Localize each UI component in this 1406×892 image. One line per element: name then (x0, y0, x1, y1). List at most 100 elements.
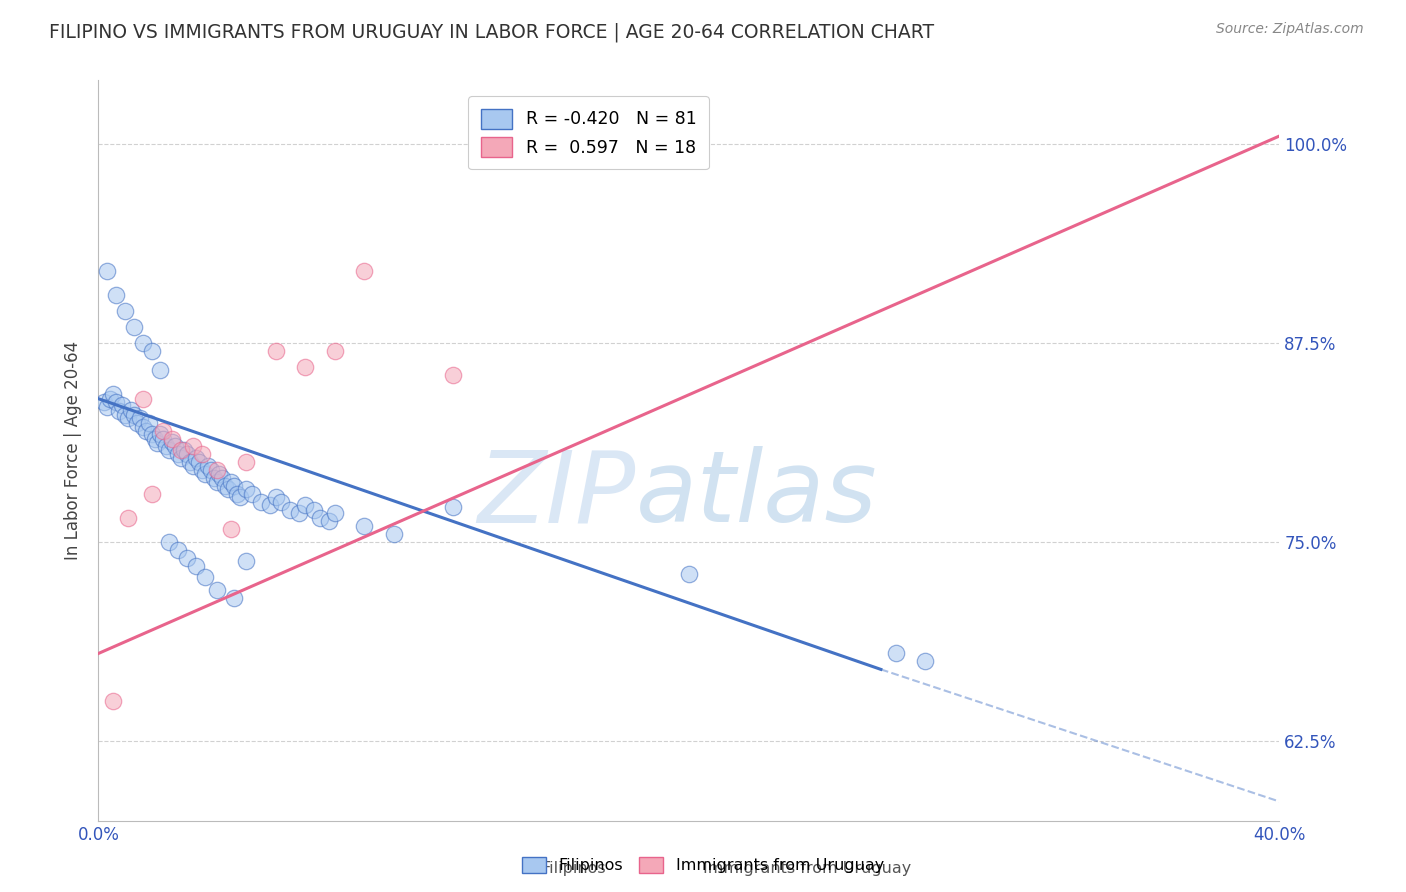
Point (280, 503, 302, 517)
Point (194, 570, 217, 584)
Point (179, 455, 201, 469)
Text: Source: ZipAtlas.com: Source: ZipAtlas.com (1216, 22, 1364, 37)
Point (323, 343, 346, 358)
Point (132, 420, 155, 434)
Point (221, 475, 243, 489)
Point (170, 450, 193, 465)
Point (146, 436, 169, 450)
Point (155, 440, 177, 454)
Point (634, 136, 657, 151)
Text: Filipinos: Filipinos (541, 861, 606, 876)
Point (323, 507, 346, 521)
Text: atlas: atlas (636, 446, 877, 543)
Point (197, 458, 219, 473)
Point (152, 424, 174, 438)
Point (167, 543, 190, 558)
Point (96, 264, 118, 278)
Point (382, 527, 405, 541)
Point (120, 402, 142, 417)
Point (208, 467, 231, 481)
Point (678, 566, 700, 581)
Point (176, 550, 198, 565)
Point (441, 500, 464, 514)
Point (157, 535, 180, 549)
Point (181, 440, 204, 454)
Point (441, 368, 464, 382)
Point (157, 442, 180, 457)
Text: ZIP: ZIP (478, 446, 636, 543)
Point (294, 359, 316, 374)
Point (143, 432, 166, 446)
Point (105, 288, 128, 302)
Point (149, 363, 172, 377)
Point (128, 410, 150, 425)
Point (167, 447, 190, 461)
Point (141, 487, 163, 501)
Point (259, 499, 281, 513)
Point (302, 503, 325, 517)
Point (165, 440, 187, 454)
Point (135, 424, 157, 438)
Point (191, 447, 214, 461)
Point (264, 491, 287, 505)
Point (294, 499, 316, 513)
Point (235, 455, 257, 469)
Point (125, 416, 148, 430)
Point (309, 511, 332, 525)
Point (108, 404, 131, 418)
Point (214, 479, 236, 493)
Point (132, 392, 155, 406)
Point (240, 487, 263, 501)
Point (176, 447, 198, 461)
Point (96, 400, 118, 414)
Point (93, 395, 115, 409)
Point (114, 408, 136, 422)
Point (162, 432, 183, 446)
Point (152, 432, 174, 446)
Text: Immigrants from Uruguay: Immigrants from Uruguay (703, 861, 911, 876)
Point (181, 458, 204, 473)
Point (217, 483, 239, 497)
Point (184, 450, 207, 465)
Point (221, 522, 243, 536)
Point (200, 463, 222, 477)
Point (224, 591, 246, 605)
Legend: R = -0.420   N = 81, R =  0.597   N = 18: R = -0.420 N = 81, R = 0.597 N = 18 (468, 96, 709, 169)
Point (132, 336, 155, 351)
Point (117, 410, 139, 425)
Point (162, 434, 183, 449)
Point (914, 655, 936, 669)
Legend: Filipinos, Immigrants from Uruguay: Filipinos, Immigrants from Uruguay (516, 850, 890, 880)
Point (141, 343, 163, 358)
Point (205, 463, 228, 477)
Point (105, 395, 128, 409)
Point (270, 495, 292, 509)
Point (103, 694, 125, 708)
Point (111, 398, 134, 412)
Point (264, 343, 287, 358)
Point (122, 408, 145, 422)
Point (103, 387, 125, 401)
Point (205, 475, 228, 489)
Point (141, 426, 163, 441)
Point (229, 491, 252, 505)
Point (173, 442, 195, 457)
Point (114, 304, 136, 318)
Point (98, 392, 121, 406)
Point (122, 320, 145, 334)
Point (191, 463, 214, 477)
Point (235, 554, 257, 568)
Point (138, 416, 160, 430)
Point (194, 467, 217, 481)
Point (353, 519, 375, 533)
Point (318, 514, 340, 528)
Point (170, 442, 193, 457)
Point (187, 455, 209, 469)
Point (250, 495, 273, 509)
Point (117, 511, 139, 525)
Text: FILIPINO VS IMMIGRANTS FROM URUGUAY IN LABOR FORCE | AGE 20-64 CORRELATION CHART: FILIPINO VS IMMIGRANTS FROM URUGUAY IN L… (49, 22, 935, 42)
Point (184, 558, 207, 573)
Point (202, 471, 225, 485)
Point (149, 426, 172, 441)
Point (884, 647, 907, 661)
